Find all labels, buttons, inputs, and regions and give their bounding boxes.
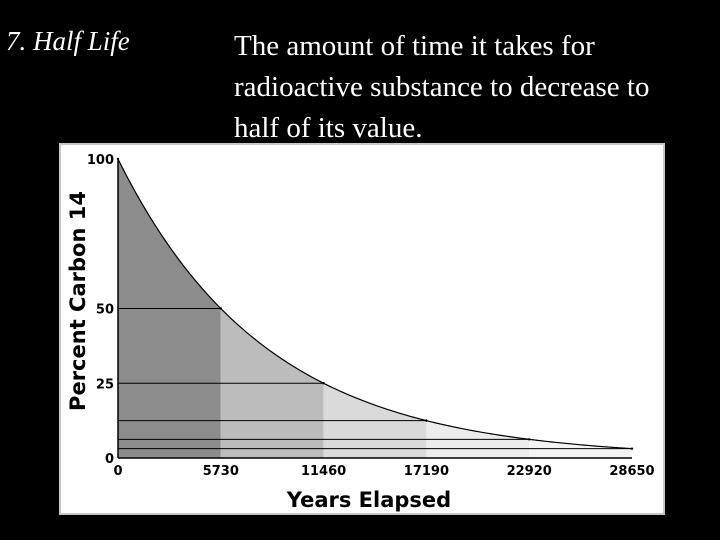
- definition-text: The amount of time it takes for radioact…: [234, 26, 714, 149]
- data-point: [425, 419, 428, 422]
- x-tick-label: 22920: [507, 464, 552, 479]
- decay-curve: [117, 158, 633, 450]
- level-lines: [118, 308, 632, 450]
- y-tick-label: 0: [105, 452, 114, 467]
- data-point: [322, 382, 325, 385]
- definition-line: The amount of time it takes for: [234, 30, 595, 62]
- half-life-chart: 0 5730 11460 17190 22920 28650 0 25 50 100 Years…: [66, 153, 655, 512]
- y-tick-labels: 0 25 50 100: [87, 153, 114, 467]
- data-point: [219, 307, 222, 310]
- x-tick-label: 0: [113, 464, 122, 479]
- data-point: [630, 447, 634, 450]
- decay-curve-group: [116, 157, 634, 450]
- chart-frame: 0 5730 11460 17190 22920 28650 0 25 50 100 Years…: [59, 143, 665, 515]
- x-tick-label: 17190: [404, 464, 449, 479]
- data-point: [528, 438, 531, 441]
- x-axis-title: Years Elapsed: [286, 488, 451, 512]
- y-tick-label: 100: [87, 153, 114, 168]
- x-tick-label: 11460: [301, 464, 346, 479]
- slide-title: 7. Half Life: [6, 26, 130, 56]
- definition-line: half of its value.: [234, 112, 423, 144]
- y-tick-label: 25: [96, 377, 114, 392]
- x-tick-label: 28650: [609, 464, 654, 479]
- x-tick-label: 5730: [203, 464, 239, 479]
- y-axis-title: Percent Carbon 14: [66, 191, 90, 411]
- x-tick-labels: 0 5730 11460 17190 22920 28650: [113, 464, 654, 479]
- y-tick-label: 50: [96, 303, 114, 318]
- definition-line: radioactive substance to decrease to: [234, 71, 650, 103]
- axes: [117, 159, 632, 459]
